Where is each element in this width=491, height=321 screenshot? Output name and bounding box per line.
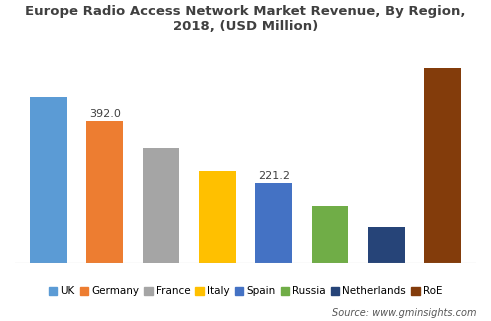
Bar bbox=[199, 171, 236, 263]
Text: 392.0: 392.0 bbox=[89, 109, 121, 119]
Bar bbox=[312, 206, 348, 263]
Bar bbox=[86, 121, 123, 263]
Bar bbox=[143, 148, 179, 263]
Bar bbox=[30, 97, 67, 263]
Title: Europe Radio Access Network Market Revenue, By Region,
2018, (USD Million): Europe Radio Access Network Market Reven… bbox=[25, 5, 466, 33]
Text: Source: www.gminsights.com: Source: www.gminsights.com bbox=[332, 308, 476, 318]
Text: 221.2: 221.2 bbox=[258, 171, 290, 181]
Legend: UK, Germany, France, Italy, Spain, Russia, Netherlands, RoE: UK, Germany, France, Italy, Spain, Russi… bbox=[49, 286, 442, 296]
Bar bbox=[368, 227, 405, 263]
Bar bbox=[255, 183, 292, 263]
Bar bbox=[424, 67, 461, 263]
